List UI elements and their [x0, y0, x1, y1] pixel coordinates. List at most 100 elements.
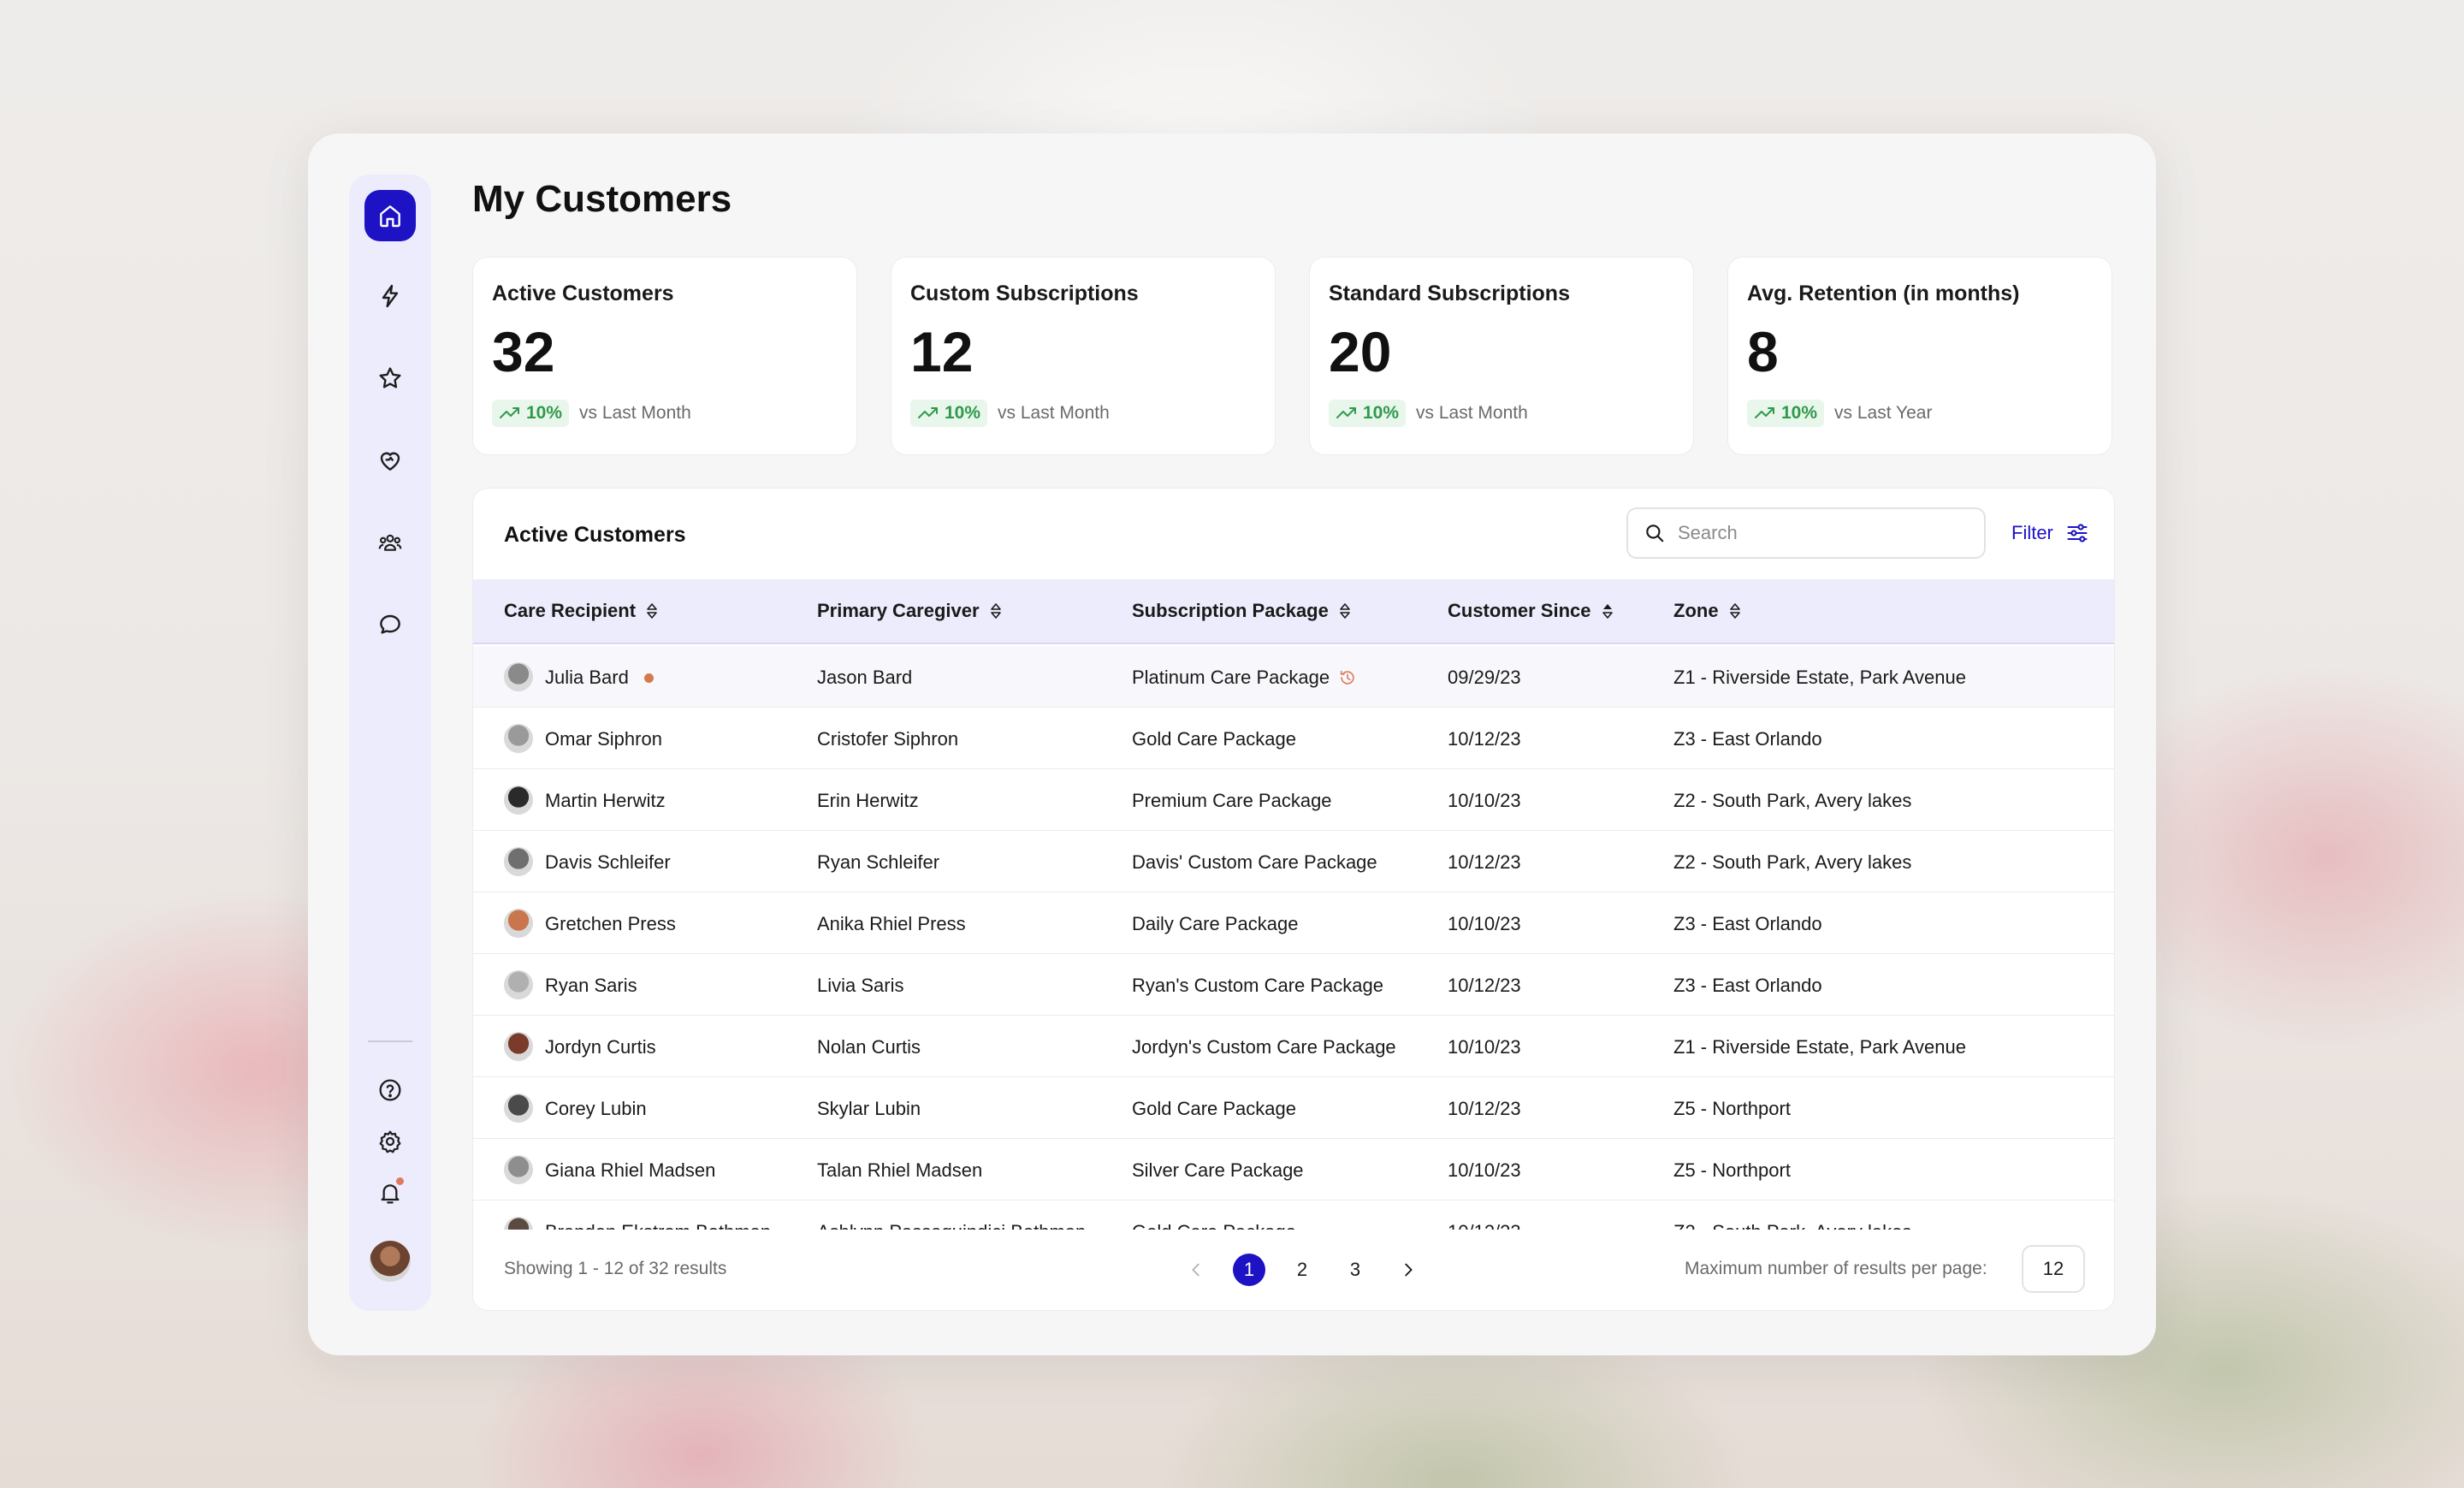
- trend-badge: 10%: [492, 400, 570, 427]
- package-text: Davis' Custom Care Package: [1132, 851, 1377, 873]
- search-box[interactable]: [1626, 507, 1986, 559]
- stat-label: Standard Subscriptions: [1329, 282, 1570, 305]
- since-text: 10/12/23: [1448, 1221, 1521, 1230]
- per-page-label: Maximum number of results per page:: [1685, 1259, 1987, 1278]
- stat-label: Active Customers: [492, 282, 674, 305]
- notifications-button[interactable]: [364, 1167, 416, 1218]
- notification-dot: [396, 1177, 404, 1185]
- table-row[interactable]: Davis Schleifer Ryan Schleifer Davis' Cust…: [473, 831, 2114, 892]
- table-row[interactable]: Julia Bard Jason Bard Platinum Care Packag…: [473, 646, 2114, 708]
- stat-card-standard-subscriptions: Standard Subscriptions 20 10% vs Last Mo…: [1309, 257, 1694, 455]
- package-text: Jordyn's Custom Care Package: [1132, 1036, 1396, 1058]
- per-page-input[interactable]: 12: [2022, 1245, 2085, 1293]
- since-text: 10/10/23: [1448, 790, 1521, 811]
- zone-text: Z2 - South Park, Avery lakes: [1673, 851, 1912, 873]
- recipient-avatar: [504, 1094, 533, 1123]
- zone-text: Z3 - East Orlando: [1673, 975, 1822, 996]
- nav-activity-button[interactable]: [364, 270, 416, 322]
- stat-value: 8: [1747, 320, 1779, 383]
- caregiver-text: Ryan Schleifer: [817, 851, 940, 873]
- cell-recipient: Martin Herwitz: [545, 790, 666, 812]
- cell-since: 10/12/23: [1448, 728, 1521, 750]
- nav-messages-button[interactable]: [364, 599, 416, 650]
- pagination: 1 2 3: [1180, 1254, 1424, 1286]
- column-header-zone[interactable]: Zone: [1673, 600, 1741, 622]
- search-input[interactable]: [1678, 522, 1969, 544]
- table-row[interactable]: Corey Lubin Skylar Lubin Gold Care Package…: [473, 1077, 2114, 1139]
- cell-zone: Z2 - South Park, Avery lakes: [1673, 1221, 1911, 1230]
- cell-package: Daily Care Package: [1132, 913, 1298, 935]
- trend-value: 10%: [945, 403, 981, 423]
- stat-label: Avg. Retention (in months): [1747, 282, 2020, 305]
- table-row[interactable]: Ryan Saris Livia Saris Ryan's Custom Care …: [473, 954, 2114, 1016]
- column-header-customer-since[interactable]: Customer Since: [1448, 600, 1614, 622]
- cell-package: Silver Care Package: [1132, 1159, 1304, 1182]
- stat-card-active-customers: Active Customers 32 10% vs Last Month: [472, 257, 857, 455]
- cell-package: Ryan's Custom Care Package: [1132, 975, 1383, 997]
- user-avatar[interactable]: [370, 1241, 411, 1282]
- prev-page-button[interactable]: [1180, 1254, 1212, 1286]
- cell-zone: Z3 - East Orlando: [1673, 728, 1822, 750]
- help-button[interactable]: [364, 1064, 416, 1116]
- team-icon: [378, 534, 402, 551]
- table-row[interactable]: Omar Siphron Cristofer Siphron Gold Care P…: [473, 708, 2114, 769]
- recipient-avatar: [504, 785, 533, 815]
- page-button-2[interactable]: 2: [1296, 1259, 1308, 1280]
- table-header: Care Recipient Primary Caregiver Subscri…: [473, 579, 2114, 644]
- table-row[interactable]: Martin Herwitz Erin Herwitz Premium Care P…: [473, 769, 2114, 831]
- nav-home-button[interactable]: [364, 190, 416, 241]
- nav-favorites-button[interactable]: [364, 353, 416, 404]
- recipient-avatar: [504, 1032, 533, 1061]
- sidebar-divider: [368, 1040, 412, 1042]
- since-text: 10/12/23: [1448, 975, 1521, 996]
- caregiver-text: Livia Saris: [817, 975, 904, 996]
- recipient-text: Corey Lubin: [545, 1098, 647, 1119]
- next-page-button[interactable]: [1392, 1254, 1424, 1286]
- cell-zone: Z2 - South Park, Avery lakes: [1673, 851, 1911, 874]
- table-row[interactable]: Gretchen Press Anika Rhiel Press Daily Car…: [473, 892, 2114, 954]
- table-row[interactable]: Brandon Ekstrom Bothman Ashlynn Passaquin…: [473, 1200, 2114, 1230]
- page-title: My Customers: [472, 178, 732, 220]
- zone-text: Z3 - East Orlando: [1673, 913, 1822, 934]
- cell-since: 09/29/23: [1448, 667, 1521, 689]
- cell-zone: Z3 - East Orlando: [1673, 975, 1822, 997]
- cell-zone: Z1 - Riverside Estate, Park Avenue: [1673, 1036, 1966, 1058]
- cell-package: Davis' Custom Care Package: [1132, 851, 1377, 874]
- trend-text: vs Last Month: [998, 403, 1110, 423]
- cell-recipient: Davis Schleifer: [545, 851, 671, 874]
- settings-button[interactable]: [364, 1116, 416, 1167]
- cell-since: 10/10/23: [1448, 913, 1521, 935]
- cell-caregiver: Cristofer Siphron: [817, 728, 958, 750]
- stat-card-custom-subscriptions: Custom Subscriptions 12 10% vs Last Mont…: [891, 257, 1276, 455]
- cell-package: Gold Care Package: [1132, 728, 1296, 750]
- cell-zone: Z2 - South Park, Avery lakes: [1673, 790, 1911, 812]
- column-header-subscription-package[interactable]: Subscription Package: [1132, 600, 1351, 622]
- column-header-primary-caregiver[interactable]: Primary Caregiver: [817, 600, 1002, 622]
- caregiver-text: Anika Rhiel Press: [817, 913, 966, 934]
- since-text: 10/10/23: [1448, 1036, 1521, 1058]
- sort-icon: [1340, 603, 1350, 619]
- cell-package: Platinum Care Package: [1132, 667, 1357, 689]
- table-row[interactable]: Jordyn Curtis Nolan Curtis Jordyn's Custom…: [473, 1016, 2114, 1077]
- page-button-1[interactable]: 1: [1233, 1254, 1265, 1286]
- trend-badge: 10%: [1329, 400, 1407, 427]
- trend-up-icon: [918, 407, 938, 418]
- table-row[interactable]: Giana Rhiel Madsen Talan Rhiel Madsen Silv…: [473, 1139, 2114, 1200]
- trend-text: vs Last Month: [579, 403, 691, 423]
- page-button-3[interactable]: 3: [1349, 1259, 1361, 1280]
- table-title: Active Customers: [504, 523, 686, 547]
- filter-button[interactable]: Filter: [2011, 521, 2089, 545]
- nav-care-button[interactable]: [364, 435, 416, 486]
- table-footer: Showing 1 - 12 of 32 results 1 2 3 Maxim…: [473, 1231, 2114, 1310]
- since-text: 10/10/23: [1448, 1159, 1521, 1181]
- cell-recipient: Omar Siphron: [545, 728, 662, 750]
- recipient-text: Martin Herwitz: [545, 790, 666, 811]
- nav-team-button[interactable]: [364, 517, 416, 568]
- stat-trend: 10% vs Last Month: [910, 400, 1110, 427]
- column-header-care-recipient[interactable]: Care Recipient: [504, 600, 658, 622]
- zone-text: Z1 - Riverside Estate, Park Avenue: [1673, 667, 1966, 688]
- sort-icon: [990, 603, 1001, 619]
- chat-icon: [380, 614, 400, 634]
- package-text: Premium Care Package: [1132, 790, 1332, 811]
- trend-value: 10%: [1363, 403, 1400, 423]
